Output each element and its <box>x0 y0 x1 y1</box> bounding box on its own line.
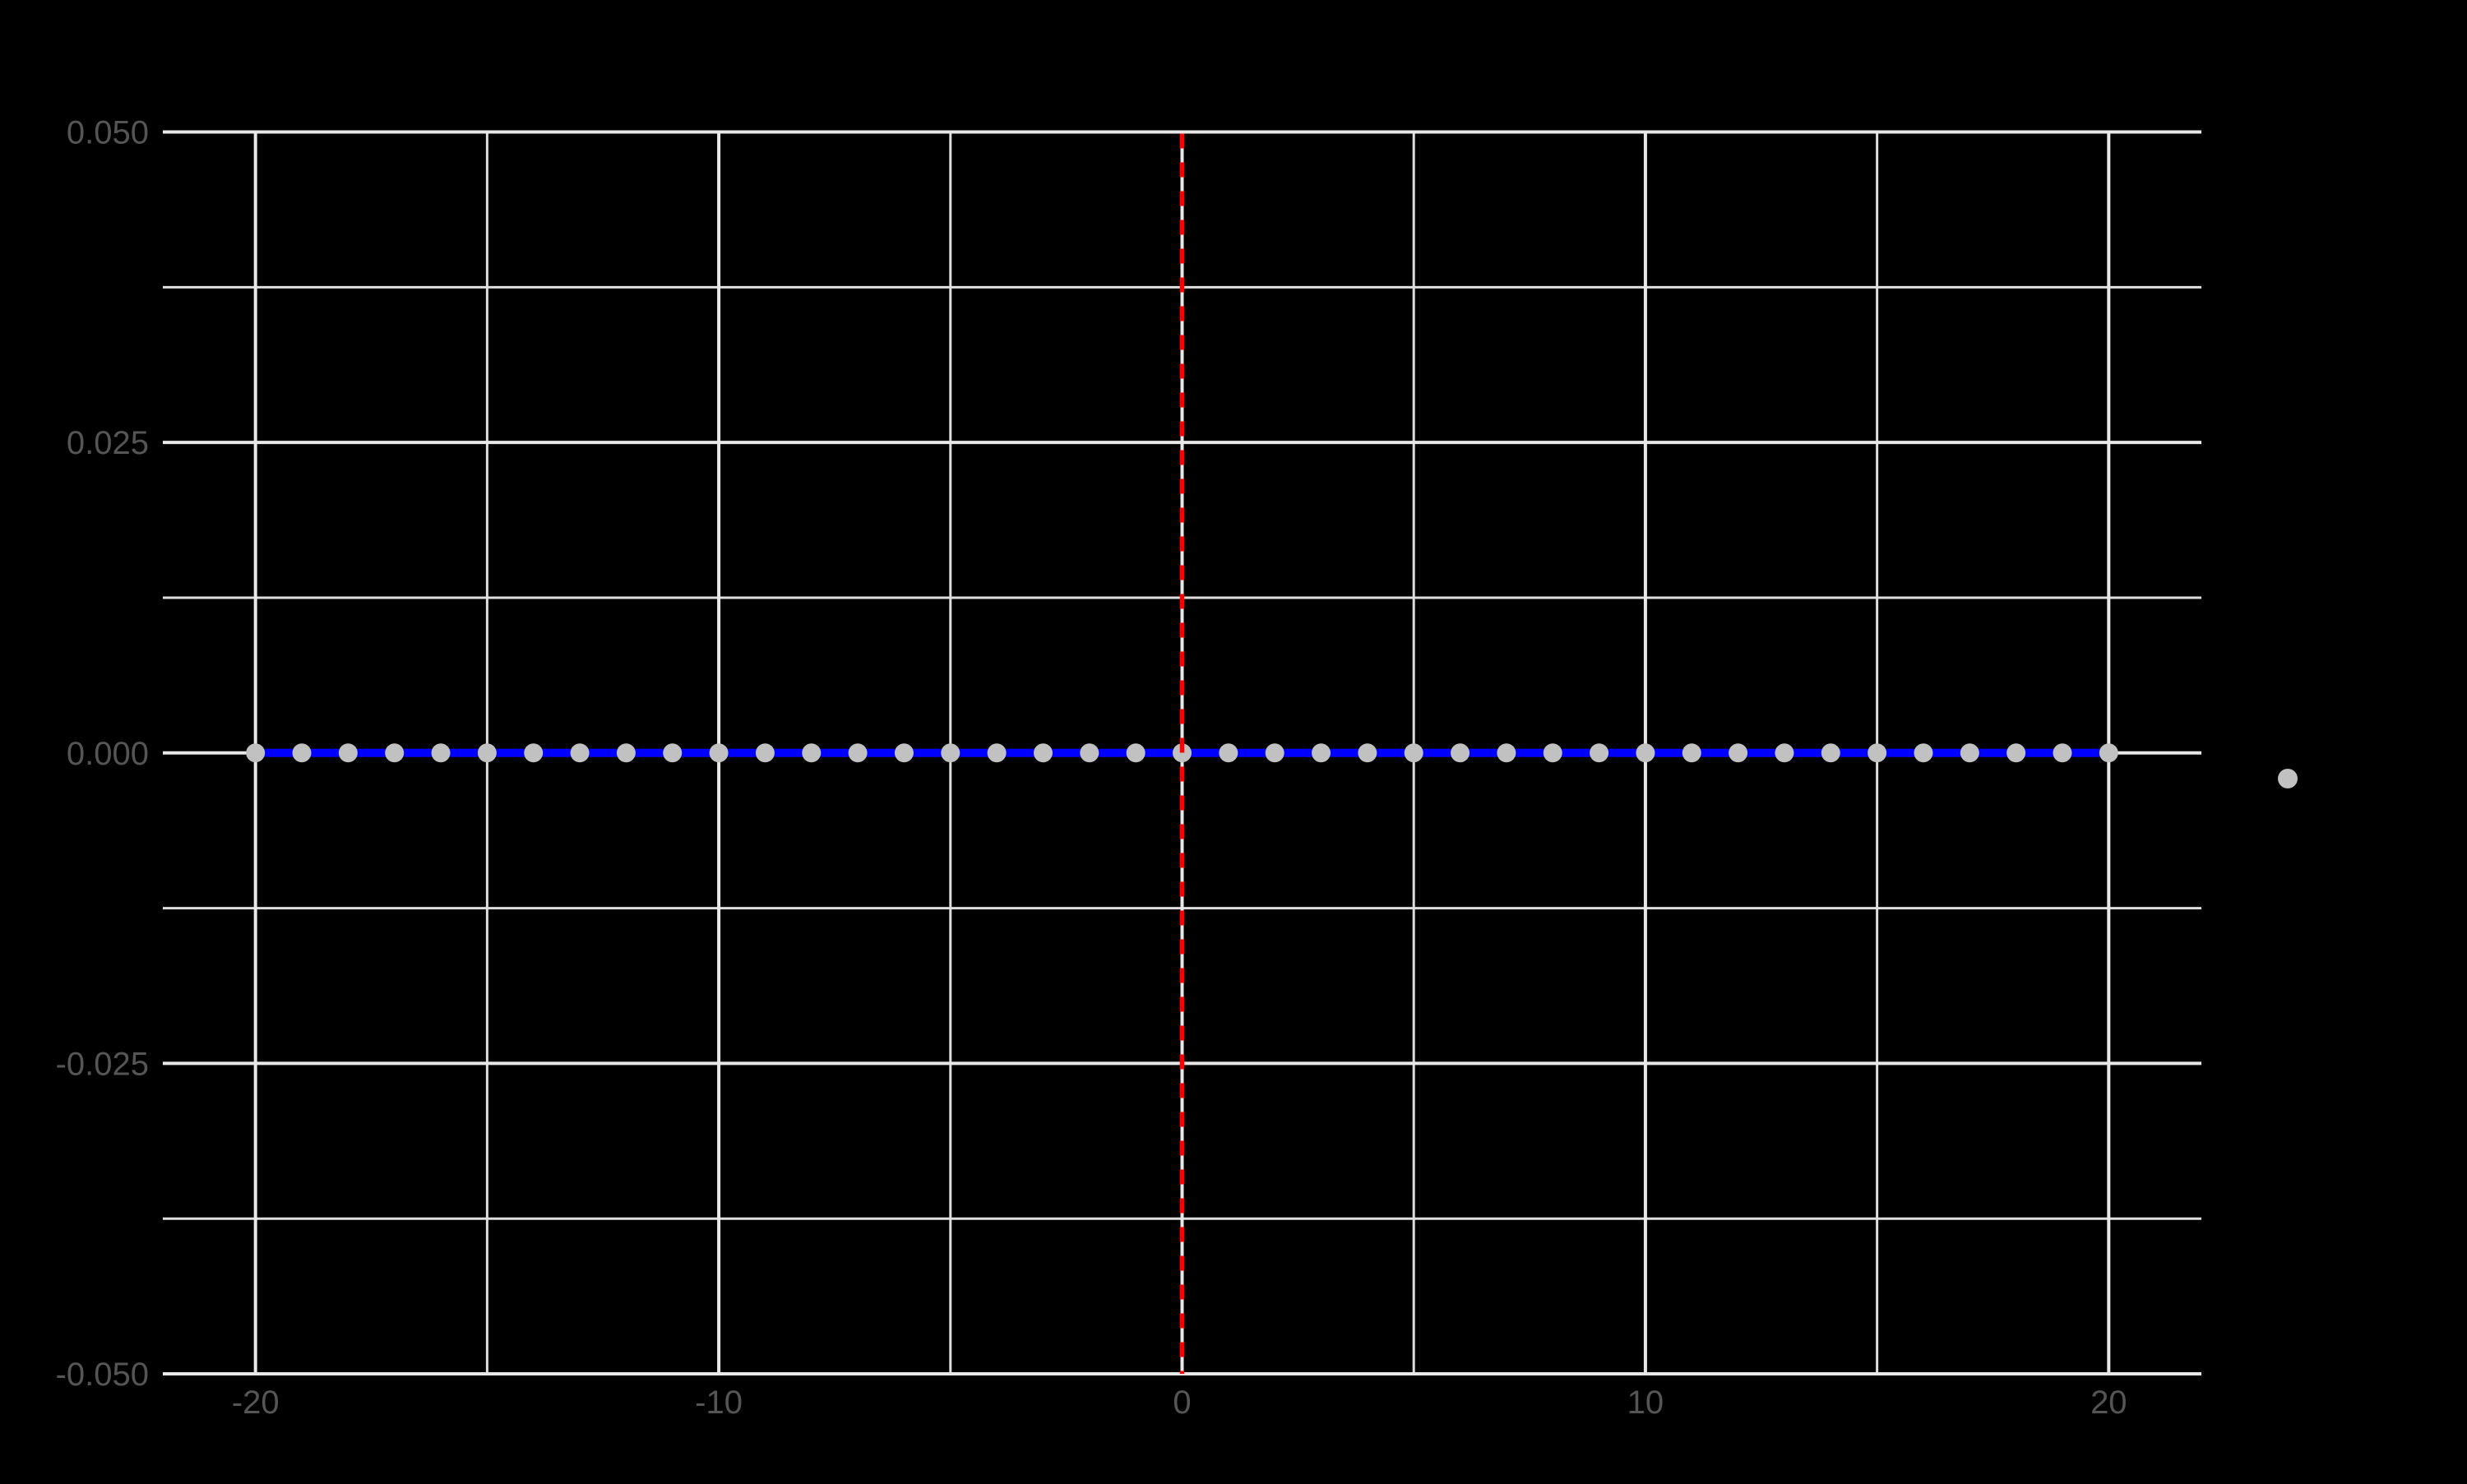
y-tick-label: 0.025 <box>67 425 149 461</box>
data-point <box>894 743 914 763</box>
data-point <box>338 743 358 763</box>
data-point <box>1219 743 1238 763</box>
data-point <box>1033 743 1053 763</box>
data-point <box>2053 743 2072 763</box>
data-point <box>1497 743 1516 763</box>
x-tick-label: 20 <box>2090 1385 2127 1421</box>
data-point <box>1404 743 1423 763</box>
data-point <box>941 743 960 763</box>
y-tick-label: -0.025 <box>56 1046 149 1082</box>
data-point <box>570 743 590 763</box>
data-point <box>292 743 312 763</box>
data-point <box>616 743 636 763</box>
data-point <box>2006 743 2026 763</box>
data-point <box>1451 743 1470 763</box>
data-point <box>1080 743 1099 763</box>
data-point <box>1312 743 1331 763</box>
data-point <box>431 743 451 763</box>
data-point <box>802 743 822 763</box>
data-point <box>755 743 775 763</box>
x-tick-label: -20 <box>232 1385 280 1421</box>
y-tick-label: 0.050 <box>67 115 149 151</box>
data-point <box>709 743 729 763</box>
legend-key-point <box>2278 769 2298 788</box>
data-point <box>1729 743 1748 763</box>
data-point <box>1126 743 1146 763</box>
data-point <box>385 743 405 763</box>
data-point <box>1590 743 1609 763</box>
data-point <box>1636 743 1655 763</box>
x-tick-label: 0 <box>1173 1385 1191 1421</box>
data-point <box>477 743 497 763</box>
data-point <box>1682 743 1701 763</box>
data-point <box>1914 743 1933 763</box>
data-point <box>663 743 683 763</box>
series-points <box>246 743 2118 763</box>
data-point <box>2099 743 2118 763</box>
x-tick-label: -10 <box>695 1385 743 1421</box>
data-point <box>1543 743 1562 763</box>
y-tick-label: 0.000 <box>67 736 149 772</box>
x-tick-label: 10 <box>1627 1385 1664 1421</box>
data-point <box>1173 743 1192 763</box>
data-point <box>1265 743 1284 763</box>
data-point <box>1821 743 1840 763</box>
data-point <box>1960 743 1979 763</box>
data-point <box>1358 743 1377 763</box>
data-point <box>1868 743 1887 763</box>
data-point <box>987 743 1007 763</box>
y-axis-labels: 0.050 0.025 0.000 -0.025 -0.050 <box>56 115 149 1394</box>
data-point <box>1775 743 1794 763</box>
data-point <box>246 743 266 763</box>
y-tick-label: -0.050 <box>56 1357 149 1393</box>
data-point <box>848 743 868 763</box>
data-point <box>524 743 544 763</box>
x-axis-labels: -20 -10 0 10 20 <box>232 1385 2127 1421</box>
